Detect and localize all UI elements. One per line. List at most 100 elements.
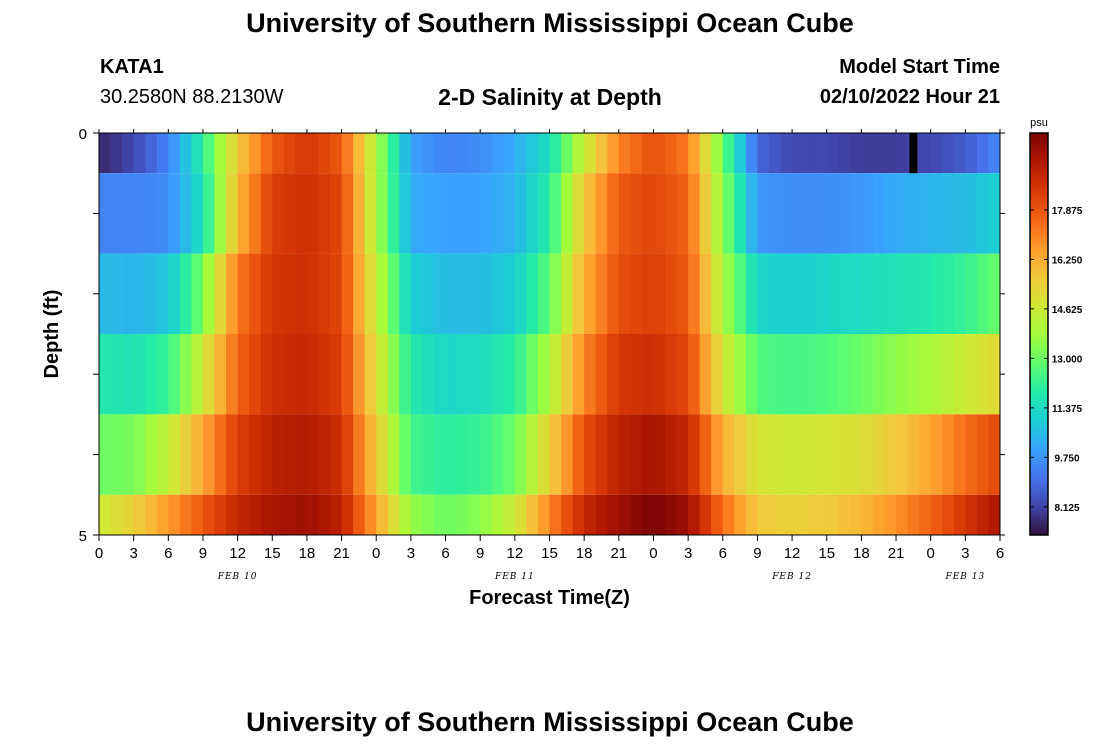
heatmap-cell (618, 414, 631, 495)
heatmap-cell (376, 133, 389, 174)
heatmap-cell (295, 494, 308, 535)
heatmap-cell (226, 414, 239, 495)
colorbar-swatch (1030, 270, 1048, 275)
colorbar-swatch (1030, 447, 1048, 452)
colorbar-swatch (1030, 183, 1048, 188)
colorbar-swatch (1030, 347, 1048, 352)
heatmap-cell (953, 173, 966, 254)
heatmap-cell (896, 334, 908, 415)
heatmap-cell (849, 334, 862, 415)
heatmap-cell (364, 133, 377, 174)
colorbar-swatch (1030, 173, 1048, 178)
heatmap-cell (99, 414, 111, 495)
heatmap-cell (826, 414, 839, 495)
heatmap-cell (318, 414, 331, 495)
colorbar-swatch (1030, 263, 1048, 268)
heatmap-cell (641, 414, 654, 495)
heatmap-cell (965, 414, 978, 495)
heatmap-cell (734, 494, 747, 535)
colorbar-swatch (1030, 468, 1048, 472)
heatmap-cell (480, 414, 493, 495)
heatmap-cell (503, 253, 516, 334)
heatmap-cell (202, 494, 215, 535)
heatmap-cell (630, 253, 643, 334)
heatmap-cell (445, 133, 458, 174)
heatmap-cell (653, 173, 666, 254)
heatmap-cell (422, 133, 435, 174)
colorbar-swatch (1030, 387, 1048, 392)
heatmap-cell (561, 414, 574, 495)
heatmap-cell (942, 334, 955, 415)
x-tick-label: 6 (441, 545, 449, 562)
heatmap-cell (896, 133, 908, 174)
heatmap-cell (283, 253, 296, 334)
heatmap-cell (745, 253, 758, 334)
heatmap-cell (330, 133, 342, 174)
colorbar-swatch (1030, 484, 1048, 489)
heatmap-cell (907, 494, 920, 535)
heatmap-cell (838, 133, 851, 174)
heatmap-cell (156, 253, 169, 334)
heatmap-cell (838, 173, 851, 254)
colorbar-swatch (1030, 431, 1048, 435)
heatmap-cell (145, 494, 158, 535)
colorbar-swatch (1030, 300, 1048, 305)
colorbar-swatch (1030, 337, 1048, 342)
heatmap-cell (445, 414, 458, 495)
heatmap-cell (491, 414, 504, 495)
colorbar-unit: psu (1030, 117, 1048, 129)
heatmap-cell (780, 414, 793, 495)
heatmap-cell (803, 253, 816, 334)
heatmap-cell (595, 414, 608, 495)
heatmap-cell (295, 414, 308, 495)
heatmap-cell (872, 133, 885, 174)
heatmap-cell (353, 133, 366, 174)
colorbar-swatch (1030, 163, 1048, 167)
heatmap-cell (133, 334, 146, 415)
heatmap-cell (537, 133, 550, 174)
heatmap-cell (849, 173, 862, 254)
heatmap-cell (665, 334, 677, 415)
colorbar-swatch (1030, 317, 1048, 322)
colorbar-swatch (1030, 149, 1048, 154)
heatmap-cell (156, 494, 169, 535)
heatmap-cell (526, 173, 539, 254)
heatmap-cell (815, 414, 828, 495)
heatmap-cell (202, 334, 215, 415)
colorbar-swatch (1030, 267, 1048, 271)
heatmap-cell (387, 334, 400, 415)
model-start-label: Model Start Time (839, 56, 1000, 78)
heatmap-cell (630, 494, 643, 535)
x-tick-label: 0 (649, 545, 657, 562)
heatmap-cell (341, 133, 354, 174)
colorbar-swatch (1030, 330, 1048, 335)
heatmap-cell (503, 334, 516, 415)
heatmap-cell (330, 253, 342, 334)
heatmap-cell (214, 414, 227, 495)
colorbar-swatch (1030, 236, 1048, 241)
colorbar-swatch (1030, 434, 1048, 439)
heatmap-cell (330, 494, 342, 535)
y-tick-label: 5 (79, 528, 87, 545)
heatmap-cell (838, 414, 851, 495)
heatmap-cell (260, 173, 273, 254)
heatmap-cell (815, 494, 828, 535)
heatmap-cell (410, 494, 423, 535)
heatmap-cell (965, 173, 978, 254)
heatmap-cell (191, 133, 204, 174)
heatmap-cell (688, 173, 701, 254)
heatmap-cell (422, 253, 435, 334)
heatmap-cell (607, 253, 620, 334)
heatmap-cell (214, 334, 227, 415)
heatmap-cell (168, 494, 181, 535)
heatmap-cell (988, 494, 1001, 535)
colorbar-swatch (1030, 260, 1048, 265)
heatmap-cell (572, 334, 585, 415)
heatmap-cell (260, 494, 273, 535)
heatmap-cell (549, 414, 562, 495)
heatmap-cell (410, 334, 423, 415)
model-start-value: 02/10/2022 Hour 21 (819, 86, 1000, 108)
heatmap-cell (734, 253, 747, 334)
heatmap-cell (133, 494, 146, 535)
colorbar-tick-label: 14.625 (1052, 305, 1083, 316)
